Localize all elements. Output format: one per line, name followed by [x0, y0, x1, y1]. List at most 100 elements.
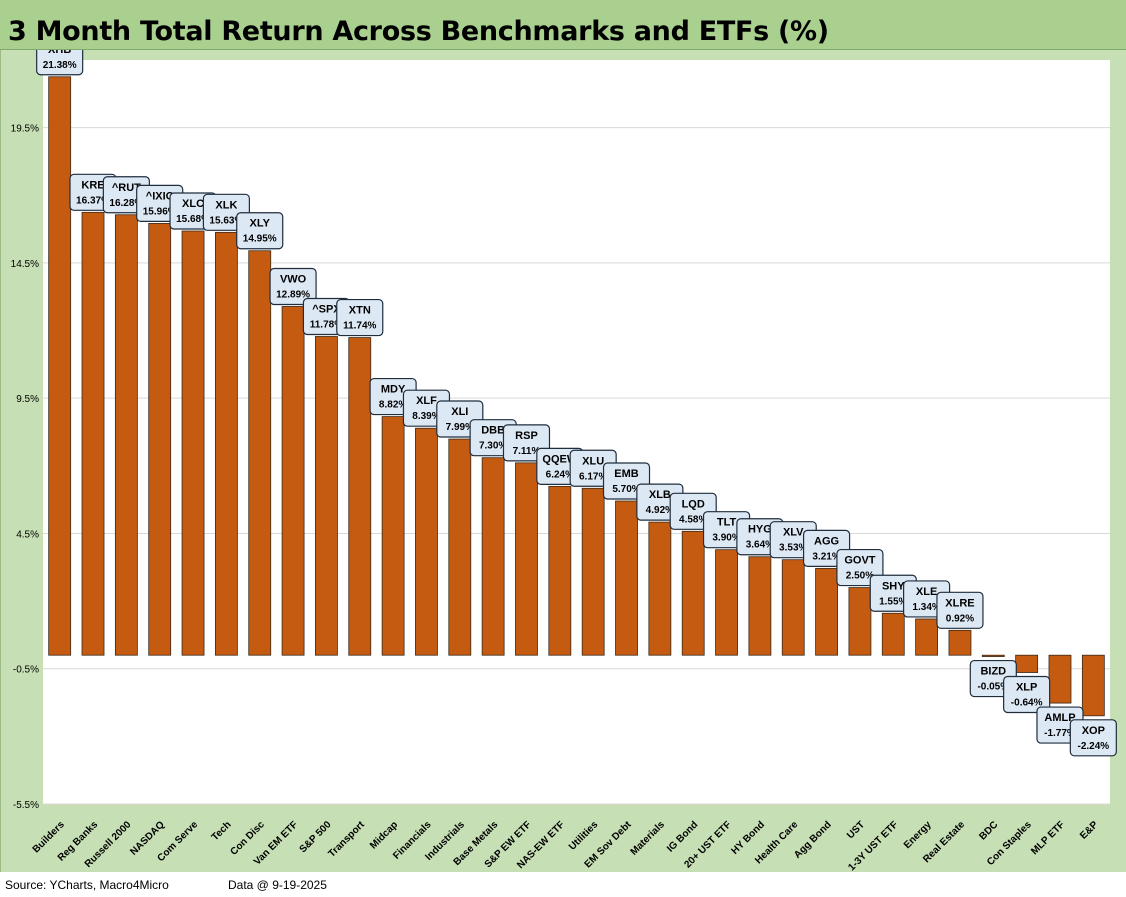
value-label: -2.24% [1077, 741, 1109, 752]
bar [481, 457, 505, 656]
ticker-label: XLRE [945, 597, 974, 609]
ticker-label: ^SPX [312, 303, 341, 315]
y-tick-label: 9.5% [16, 394, 39, 405]
bar [581, 487, 605, 656]
value-label: 7.99% [446, 422, 474, 433]
value-label: 15.63% [209, 215, 243, 226]
value-label: 8.82% [379, 400, 407, 411]
ticker-label: TLT [717, 517, 737, 529]
data-label-box [269, 267, 317, 306]
data-label: XOP -2.24% [1069, 719, 1117, 757]
y-tick-label: 19.5% [11, 124, 39, 135]
ticker-label: XLC [182, 198, 204, 210]
ticker-label: XLB [649, 489, 671, 501]
bar [915, 618, 939, 656]
bar [315, 336, 338, 656]
bar [615, 500, 638, 656]
data-label: BIZD -0.05% [969, 659, 1017, 698]
data-label: XLP -0.64% [1003, 675, 1051, 714]
ticker-label: XLP [1016, 682, 1037, 694]
x-tick-label: BDC [977, 819, 1000, 842]
value-label: 16.28% [109, 198, 143, 209]
y-tick-label: 14.5% [11, 259, 39, 270]
ticker-label: EMB [614, 468, 639, 480]
ticker-label: XLI [451, 406, 468, 418]
ticker-label: XOP [1082, 725, 1105, 737]
bar [681, 530, 705, 656]
value-label: 1.34% [912, 602, 940, 613]
value-label: 1.55% [879, 596, 907, 607]
bar [181, 230, 205, 656]
data-label: XLRE 0.92% [936, 591, 984, 629]
bar [881, 612, 905, 656]
value-label: 15.68% [176, 214, 210, 225]
value-label: 14.95% [243, 234, 277, 245]
bar [48, 76, 72, 656]
ticker-label: GOVT [844, 555, 875, 567]
ticker-label: HYG [748, 524, 772, 536]
title-bar: 3 Month Total Return Across Benchmarks a… [0, 0, 1126, 50]
bar [1048, 654, 1072, 704]
ticker-label: BIZD [980, 666, 1006, 678]
ticker-label: SHY [882, 580, 905, 592]
value-label: 3.21% [812, 551, 840, 562]
data-label-box [1069, 719, 1117, 757]
bar [415, 427, 438, 656]
ticker-label: VWO [280, 273, 307, 285]
value-label: 4.58% [679, 514, 707, 525]
ticker-label: XLU [582, 455, 604, 467]
value-label: 7.11% [513, 446, 541, 457]
ticker-label: MDY [381, 384, 406, 396]
ticker-label: XLK [215, 199, 237, 211]
ticker-label: ^IXIC [146, 190, 174, 202]
bar [815, 567, 838, 656]
value-label: 6.17% [579, 471, 607, 482]
bar [648, 521, 672, 656]
x-tick-label: UST [845, 819, 867, 841]
value-label: 3.90% [712, 533, 740, 544]
bar [948, 629, 972, 656]
ticker-label: XTN [349, 305, 371, 317]
ticker-label: RSP [515, 430, 538, 442]
bar [81, 211, 105, 656]
x-tick-label: Transport [326, 819, 367, 860]
data-date: Data @ 9-19-2025 [228, 878, 327, 892]
data-label: XTN 11.74% [336, 298, 384, 337]
value-label: 15.96% [143, 206, 177, 217]
value-label: -0.64% [1011, 698, 1043, 709]
ticker-label: AMLP [1044, 712, 1075, 724]
data-label: VWO 12.89% [269, 267, 317, 306]
footer: Source: YCharts, Macro4Micro Data @ 9-19… [0, 872, 1126, 897]
ticker-label: XHB [48, 50, 71, 56]
data-label: XHB 21.38% [36, 38, 84, 76]
data-label-box [936, 591, 984, 629]
y-tick-label: -5.5% [13, 800, 39, 811]
bar [348, 337, 372, 656]
ticker-label: QQEW [542, 453, 577, 465]
data-label-box [336, 298, 384, 337]
value-label: 11.78% [310, 319, 343, 330]
source-note: Source: YCharts, Macro4Micro [5, 878, 169, 892]
value-label: 6.24% [546, 469, 574, 480]
bar [381, 416, 405, 656]
chart-frame: -5.5% -0.5% 4.5% 9.5% 14.5% 19.5% Builders Reg… [0, 38, 1126, 873]
data-label-box [1003, 675, 1051, 714]
value-label: 3.53% [779, 543, 807, 554]
data-label: AMLP -1.77% [1036, 706, 1084, 744]
bar [515, 462, 538, 656]
value-label: 7.30% [479, 441, 507, 452]
ticker-label: DBB [481, 425, 505, 437]
value-label: 2.50% [846, 571, 874, 582]
data-label: XLY 14.95% [236, 212, 284, 250]
x-tick-label: Utilities [567, 819, 601, 853]
x-tick-label: Materials [629, 819, 668, 858]
value-label: 0.92% [946, 613, 974, 624]
value-label: 4.92% [646, 505, 674, 516]
bar [214, 231, 238, 656]
x-tick-label: Midcap [368, 819, 400, 851]
chart-title: 3 Month Total Return Across Benchmarks a… [8, 16, 829, 47]
ticker-label: ^RUT [112, 182, 141, 194]
bar [248, 250, 272, 656]
value-label: -0.05% [977, 682, 1009, 693]
